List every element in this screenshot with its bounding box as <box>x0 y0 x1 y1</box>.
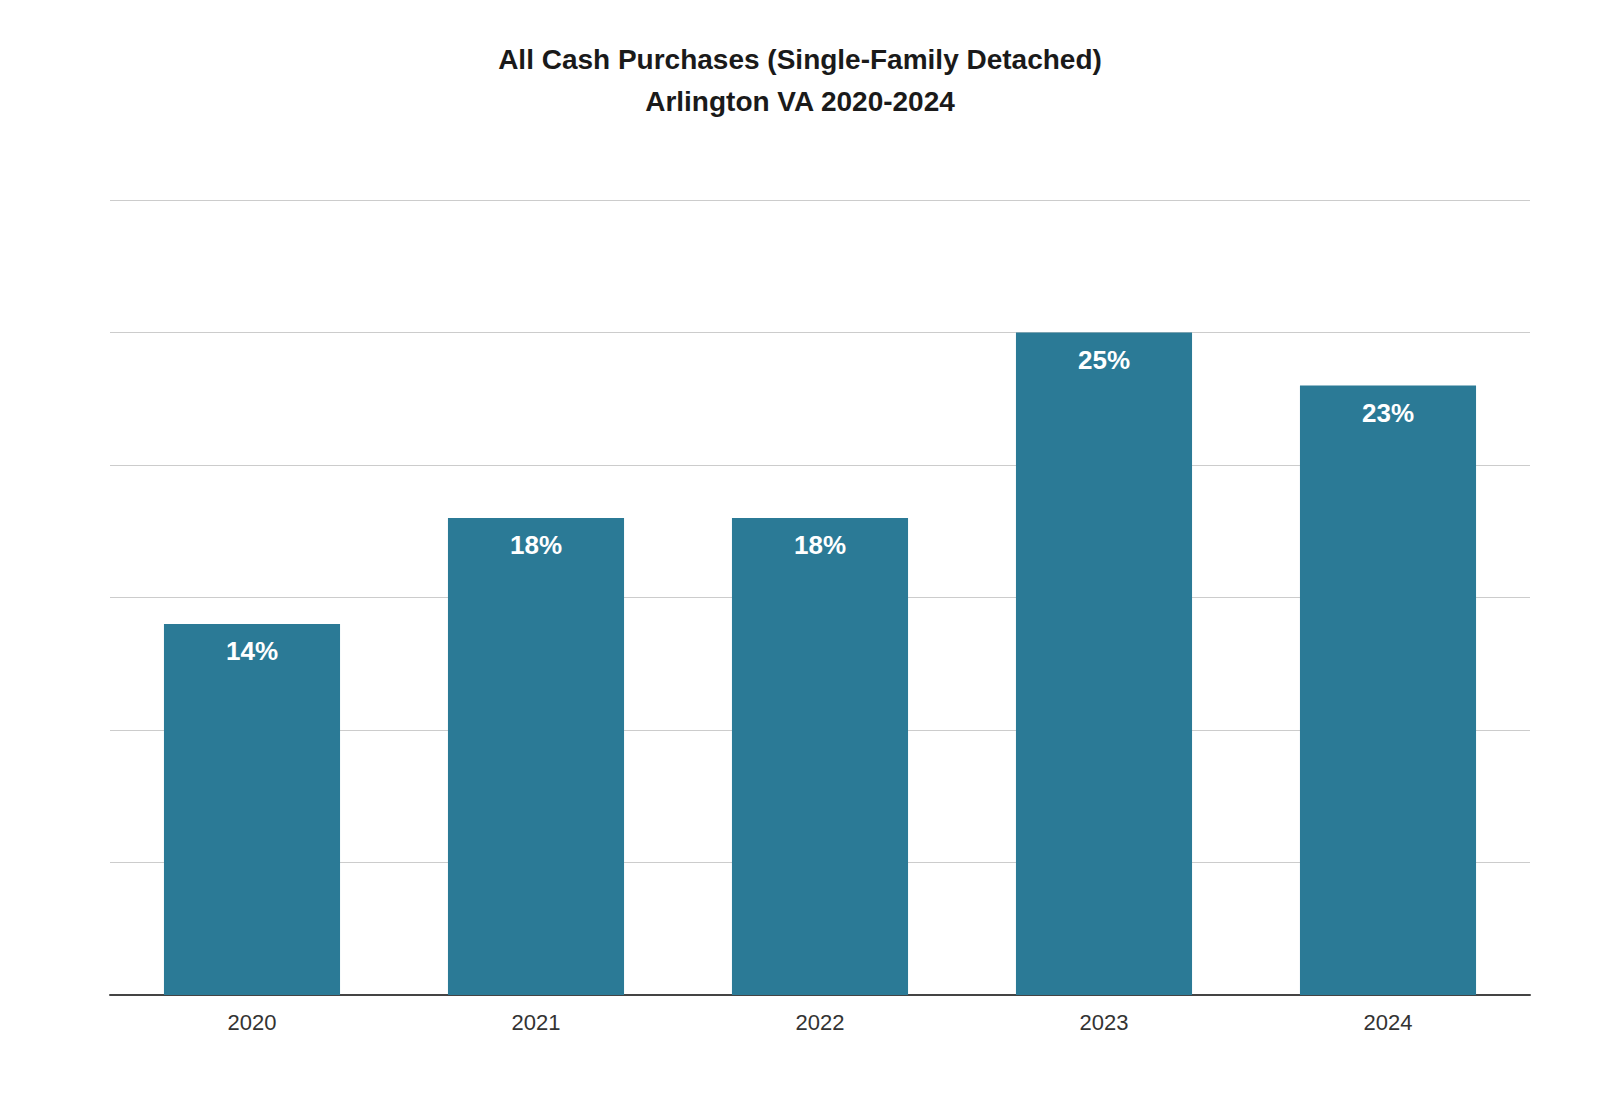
svg-text:14%: 14% <box>226 636 278 666</box>
svg-text:18%: 18% <box>510 530 562 560</box>
svg-text:2021: 2021 <box>512 1010 561 1035</box>
svg-text:18%: 18% <box>794 530 846 560</box>
svg-text:Arlington VA 2020-2024: Arlington VA 2020-2024 <box>645 86 955 117</box>
svg-text:2020: 2020 <box>228 1010 277 1035</box>
svg-text:2022: 2022 <box>796 1010 845 1035</box>
svg-text:25%: 25% <box>1078 345 1130 375</box>
svg-text:23%: 23% <box>1362 398 1414 428</box>
svg-text:2024: 2024 <box>1364 1010 1413 1035</box>
svg-text:All Cash Purchases (Single-Fam: All Cash Purchases (Single-Family Detach… <box>498 44 1102 75</box>
svg-text:2023: 2023 <box>1080 1010 1129 1035</box>
